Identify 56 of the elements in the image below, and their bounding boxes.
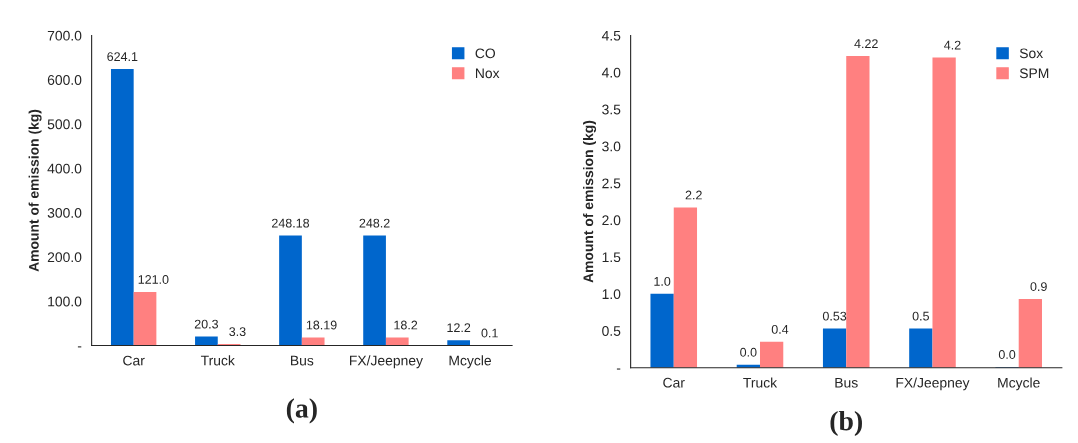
text: (b) xyxy=(830,410,862,437)
x-tick-label: FX/Jeepney xyxy=(896,377,970,391)
data-label: 0.0 xyxy=(740,347,757,357)
data-label: 0.9 xyxy=(1030,282,1047,291)
data-label: 2.2 xyxy=(685,190,702,200)
x-tick-label: Bus xyxy=(835,377,858,388)
y-tick-label: 0.5 xyxy=(602,326,621,336)
x-tick-label: FX/Jeepney xyxy=(350,355,423,369)
legend-label: Sox xyxy=(1019,48,1044,59)
data-label: 248.18 xyxy=(272,218,310,228)
data-label: 248.2 xyxy=(359,218,390,228)
y-tick-label: 200.0 xyxy=(47,252,82,263)
data-label: 3.3 xyxy=(229,327,246,337)
x-tick-label: Mcycle xyxy=(998,377,1040,391)
x-tick-label: Truck xyxy=(200,355,235,366)
y-tick-label: 1.0 xyxy=(602,289,621,300)
data-label: 121.0 xyxy=(138,275,169,284)
y-tick-label: 4.5 xyxy=(601,30,621,41)
data-label: 624.1 xyxy=(107,52,138,62)
x-tick-label: Truck xyxy=(743,377,778,388)
x-tick-label: Car xyxy=(123,355,145,366)
y-tick-label: 400.0 xyxy=(47,163,82,174)
y-tick-label: 300.0 xyxy=(47,207,82,218)
y-tick-label: 500.0 xyxy=(47,119,82,130)
y-tick-label: 100.0 xyxy=(48,296,82,307)
legend-label: CO xyxy=(475,48,496,59)
data-label: 0.53 xyxy=(822,311,847,321)
y-tick-label: 3.5 xyxy=(602,104,621,115)
data-label: 0.5 xyxy=(912,311,929,321)
legend-label: Nox xyxy=(475,68,500,79)
data-label: 0.1 xyxy=(481,328,498,338)
data-label: 18.19 xyxy=(306,320,337,330)
data-label: 4.22 xyxy=(854,39,878,48)
y-tick-label: 2.0 xyxy=(602,215,621,226)
y-tick-label: - xyxy=(77,346,82,348)
y-axis-title: Amount of emission (kg) xyxy=(583,120,597,283)
y-tick-label: - xyxy=(616,368,621,370)
y-tick-label: 600.0 xyxy=(47,75,82,85)
y-tick-label: 4.0 xyxy=(601,67,621,78)
data-label: 1.0 xyxy=(654,276,671,286)
y-axis-title: Amount of emission (kg) xyxy=(28,109,42,272)
data-label: 20.3 xyxy=(194,319,219,329)
text: (a) xyxy=(286,398,317,424)
x-tick-label: Bus xyxy=(291,355,314,366)
data-label: 4.2 xyxy=(944,40,961,50)
data-label: 0.4 xyxy=(771,324,789,334)
y-tick-label: 2.5 xyxy=(602,178,621,189)
data-label: 18.2 xyxy=(394,320,418,330)
legend-label: SPM xyxy=(1019,68,1049,79)
data-label: 0.0 xyxy=(998,350,1016,359)
x-tick-label: Mcycle xyxy=(449,355,491,369)
y-tick-label: 3.0 xyxy=(602,141,621,152)
data-label: 12.2 xyxy=(447,323,471,332)
y-tick-label: 700.0 xyxy=(47,30,82,41)
x-tick-label: Car xyxy=(663,377,685,388)
y-tick-label: 1.5 xyxy=(602,252,621,263)
